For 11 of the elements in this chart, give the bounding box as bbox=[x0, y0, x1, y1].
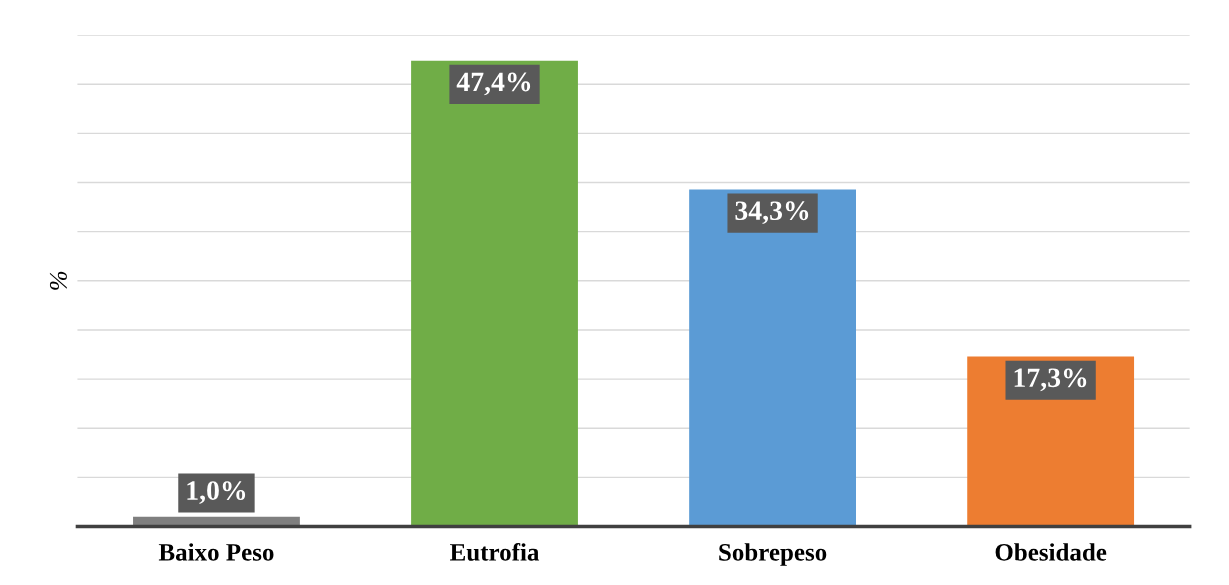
x-tick-label: Obesidade bbox=[995, 543, 1107, 561]
data-label: 34,3% bbox=[735, 201, 809, 225]
y-axis-title: % bbox=[49, 271, 67, 290]
data-label: 17,3% bbox=[1014, 368, 1087, 392]
x-tick-label: Sobrepeso bbox=[719, 543, 827, 566]
x-tick-label: Baixo Peso bbox=[158, 543, 274, 561]
data-label: 47,4% bbox=[456, 72, 531, 96]
x-tick-label: Eutrofia bbox=[450, 542, 540, 561]
bar bbox=[689, 189, 856, 527]
data-label: 1,0% bbox=[187, 481, 246, 504]
bar bbox=[411, 60, 578, 527]
